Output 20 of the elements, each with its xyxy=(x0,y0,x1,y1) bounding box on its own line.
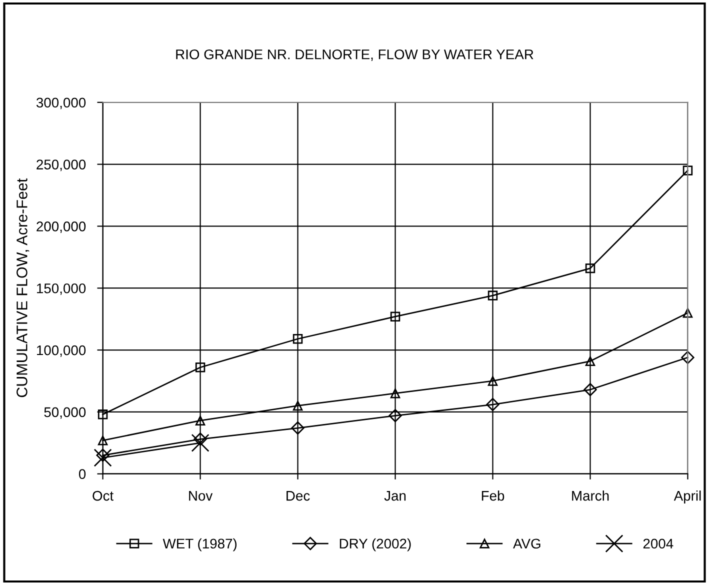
y-tick-label: 250,000 xyxy=(36,160,86,172)
chart-title: RIO GRANDE NR. DELNORTE, FLOW BY WATER YEAR xyxy=(176,49,534,61)
x-tick-label: Oct xyxy=(92,490,114,501)
x-tick-label: Nov xyxy=(189,491,213,501)
y-tick-label: 150,000 xyxy=(37,283,86,295)
legend-label: AVG xyxy=(513,538,540,549)
legend-label: DRY (2002) xyxy=(340,538,411,552)
y-axis-title: CUMULATIVE FLOW, Acre-Feet xyxy=(16,178,30,398)
y-tick-label: 200,000 xyxy=(36,222,86,234)
y-tick-label: 50,000 xyxy=(44,407,86,419)
x-tick-label: Dec xyxy=(286,491,310,501)
x-tick-label: April xyxy=(674,490,701,504)
y-tick-label: 0 xyxy=(78,469,86,480)
legend-label: 2004 xyxy=(643,538,674,549)
legend-label: WET (1987) xyxy=(162,538,237,552)
y-tick-label: 300,000 xyxy=(36,98,86,110)
x-tick-label: March xyxy=(572,490,609,501)
x-tick-label: Feb xyxy=(482,490,504,501)
y-tick-label: 100,000 xyxy=(37,345,86,357)
x-tick-label: Jan xyxy=(384,491,406,501)
